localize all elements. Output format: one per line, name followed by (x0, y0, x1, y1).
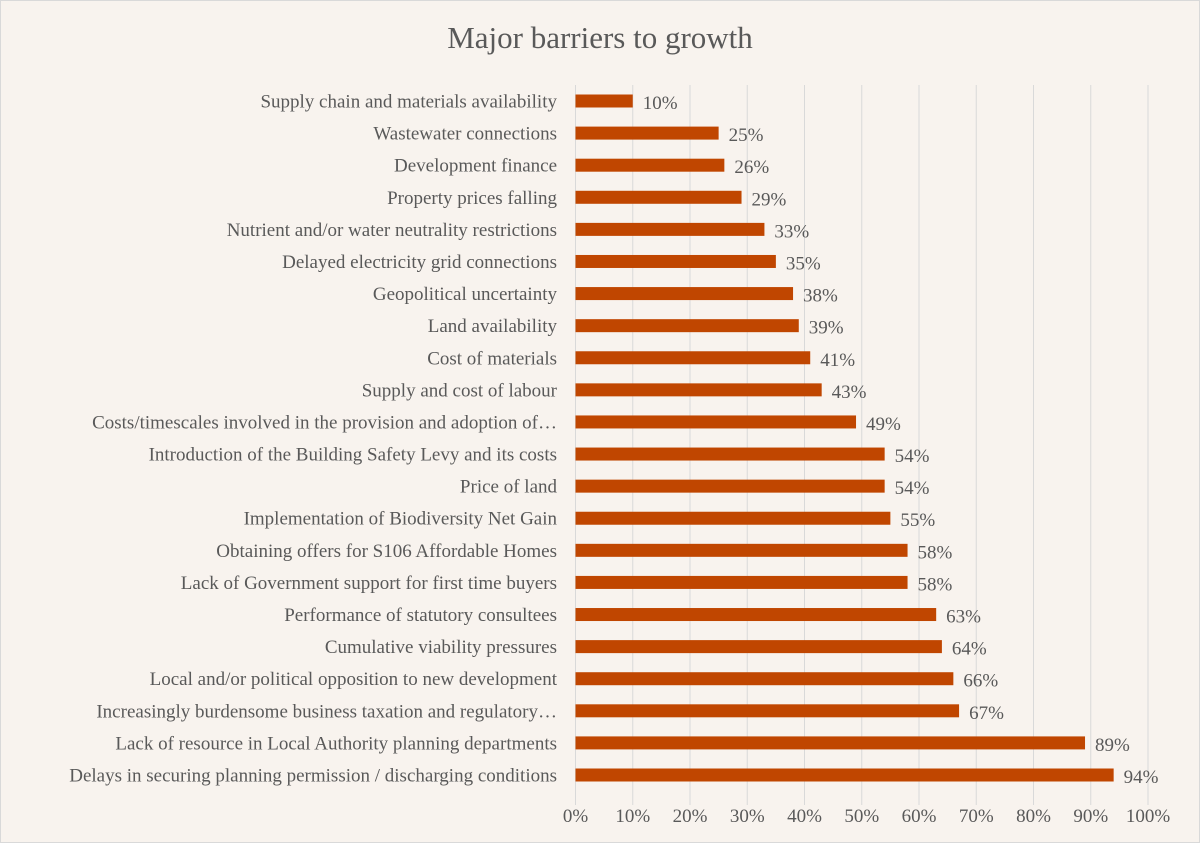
data-label: 49% (866, 414, 901, 435)
bar (575, 94, 633, 108)
data-label: 41% (820, 350, 855, 371)
data-label: 66% (963, 671, 998, 692)
category-label: Implementation of Biodiversity Net Gain (244, 509, 558, 530)
x-tick-label: 30% (730, 806, 765, 827)
data-label: 43% (832, 382, 867, 403)
data-label: 26% (734, 157, 769, 178)
x-tick-label: 80% (1016, 806, 1051, 827)
category-label: Costs/timescales involved in the provisi… (92, 412, 557, 433)
category-label: Increasingly burdensome business taxatio… (96, 701, 557, 722)
bar (575, 447, 885, 461)
category-label: Geopolitical uncertainty (373, 284, 558, 305)
bar (575, 254, 776, 268)
data-label: 55% (900, 510, 935, 531)
category-label: Obtaining offers for S106 Affordable Hom… (216, 541, 557, 562)
category-label: Supply and cost of labour (362, 380, 558, 401)
bar (575, 543, 908, 557)
x-tick-label: 90% (1073, 806, 1108, 827)
data-label: 54% (895, 478, 930, 499)
x-tick-label: 60% (902, 806, 937, 827)
bar (575, 319, 799, 333)
category-label: Cost of materials (427, 348, 557, 369)
bar (575, 383, 822, 397)
category-label: Wastewater connections (373, 124, 557, 145)
x-tick-label: 10% (615, 806, 650, 827)
data-label: 63% (946, 607, 981, 628)
data-label: 58% (918, 574, 953, 595)
bar (575, 351, 811, 365)
x-tick-label: 40% (787, 806, 822, 827)
x-tick-label: 70% (959, 806, 994, 827)
chart-title: Major barriers to growth (447, 20, 753, 55)
data-label: 54% (895, 446, 930, 467)
data-label: 33% (774, 221, 809, 242)
bar (575, 415, 857, 429)
bar (575, 222, 765, 236)
x-tick-label: 50% (844, 806, 879, 827)
category-label: Lack of resource in Local Authority plan… (115, 733, 557, 754)
data-label: 39% (809, 318, 844, 339)
data-label: 58% (918, 542, 953, 563)
x-tick-label: 0% (563, 806, 589, 827)
bar (575, 190, 742, 204)
category-label: Property prices falling (387, 188, 557, 209)
bar (575, 640, 942, 654)
category-label: Price of land (460, 477, 558, 498)
bar (575, 158, 725, 172)
data-label: 89% (1095, 735, 1130, 756)
data-label: 25% (729, 125, 764, 146)
category-label: Introduction of the Building Safety Levy… (149, 445, 557, 466)
category-label: Local and/or political opposition to new… (150, 669, 558, 690)
category-label: Performance of statutory consultees (284, 605, 557, 626)
data-label: 10% (643, 93, 678, 114)
data-label: 94% (1124, 767, 1159, 788)
bar (575, 704, 960, 718)
data-label: 38% (803, 286, 838, 307)
category-label: Cumulative viability pressures (325, 637, 557, 658)
category-label: Lack of Government support for first tim… (181, 573, 557, 594)
bar (575, 126, 719, 140)
bar (575, 511, 891, 525)
x-tick-label: 20% (673, 806, 708, 827)
data-label: 29% (752, 189, 787, 210)
bar (575, 479, 885, 493)
bar (575, 575, 908, 589)
bar (575, 287, 794, 301)
category-label: Nutrient and/or water neutrality restric… (227, 220, 557, 241)
category-label: Delayed electricity grid connections (282, 252, 557, 273)
bar (575, 672, 954, 686)
category-label: Development finance (394, 156, 557, 177)
category-label: Supply chain and materials availability (260, 92, 557, 113)
bar (575, 736, 1086, 750)
data-label: 64% (952, 639, 987, 660)
category-label: Delays in securing planning permission /… (69, 766, 557, 787)
data-label: 67% (969, 703, 1004, 724)
bar (575, 608, 937, 622)
bar (575, 768, 1114, 782)
x-tick-label: 100% (1126, 806, 1171, 827)
category-label: Land availability (428, 316, 558, 337)
data-label: 35% (786, 253, 821, 274)
